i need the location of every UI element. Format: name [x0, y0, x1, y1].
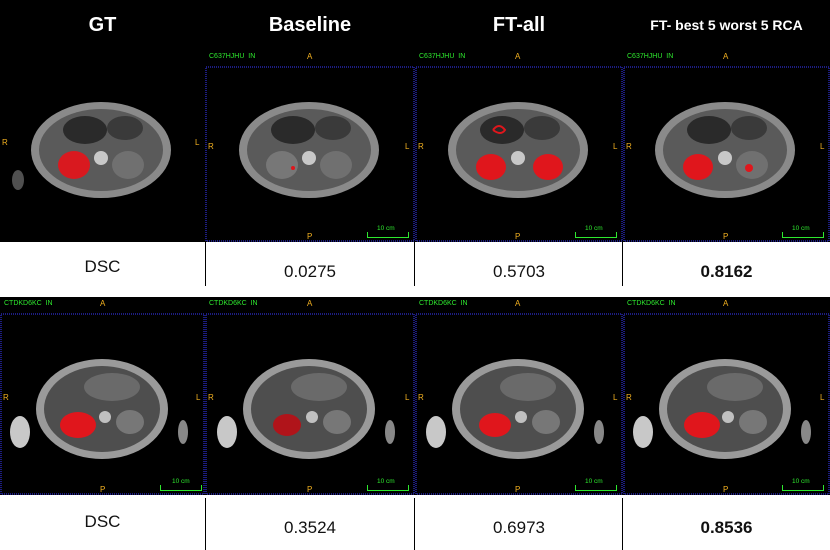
orientation-bottom: P — [515, 232, 521, 241]
mri-slice-image — [205, 66, 415, 242]
mri-panel-row1-baseline: C637HJHU IN A R L P 10 cm — [205, 50, 415, 242]
cell-divider — [205, 242, 206, 286]
header-gt: GT — [88, 14, 117, 36]
orientation-top: A — [515, 52, 521, 61]
scale-ruler — [160, 485, 202, 491]
dsc-value-ft-all: 0.6973 — [493, 518, 545, 537]
mri-panel-row2-baseline: CTDKD6KC IN A R L P 10 cm — [205, 297, 415, 495]
orientation-right: L — [405, 142, 410, 151]
header-ft-best-worst-rca: FT- best 5 worst 5 RCA — [650, 17, 803, 33]
dsc-value-baseline: 0.3524 — [284, 518, 336, 537]
mri-slice-image — [623, 313, 830, 495]
cell-divider — [622, 498, 623, 550]
orientation-left: R — [3, 393, 9, 402]
ruler-label: 10 cm — [585, 478, 603, 485]
orientation-left: R — [418, 142, 424, 151]
scale-ruler — [782, 232, 824, 238]
orientation-right: L — [613, 142, 618, 151]
dsc-value-ft-best-worst-rca: 0.8162 — [700, 262, 753, 281]
ruler-label: 10 cm — [172, 478, 190, 485]
scan-id-label: C637HJHU IN — [419, 53, 466, 60]
scale-ruler — [782, 485, 824, 491]
scan-id-label: C637HJHU IN — [209, 53, 256, 60]
mri-panel-row1-ft-best-worst-rca: C637HJHU IN A R L P 10 cm — [623, 50, 830, 242]
ruler-label: 10 cm — [377, 478, 395, 485]
orientation-bottom: P — [307, 232, 313, 241]
dsc-value-baseline: 0.0275 — [284, 262, 336, 281]
scan-id-label: CTDKD6KC IN — [4, 300, 53, 307]
orientation-right: L — [405, 393, 410, 402]
ruler-label: 10 cm — [792, 225, 810, 232]
orientation-bottom: P — [723, 232, 729, 241]
orientation-top: A — [307, 52, 313, 61]
scale-ruler — [367, 232, 409, 238]
orientation-right: L — [195, 138, 200, 147]
dsc-value-ft-best-worst-rca: 0.8536 — [700, 518, 753, 537]
mri-slice-image — [12, 102, 171, 198]
orientation-left: R — [2, 138, 8, 147]
mri-panel-row1-gt: R L — [0, 50, 205, 242]
scale-ruler — [367, 485, 409, 491]
dsc-row-label: DSC — [84, 512, 121, 531]
orientation-left: R — [208, 142, 214, 151]
mri-slice-image — [623, 66, 830, 242]
cell-divider — [414, 498, 415, 550]
mri-slice-image — [415, 313, 623, 495]
mri-slice-image — [205, 313, 415, 495]
orientation-top: A — [100, 299, 106, 308]
mri-panel-row2-ft-best-worst-rca: CTDKD6KC IN A R L P 10 cm — [623, 297, 830, 495]
scan-id-label: CTDKD6KC IN — [209, 300, 258, 307]
orientation-left: R — [418, 393, 424, 402]
cell-divider — [205, 498, 206, 550]
orientation-right: L — [820, 393, 825, 402]
scale-ruler — [575, 232, 617, 238]
header-band — [0, 0, 830, 50]
dsc-row-label: DSC — [84, 257, 121, 276]
cell-divider — [414, 242, 415, 286]
scale-ruler — [575, 485, 617, 491]
orientation-bottom: P — [307, 485, 313, 494]
scan-id-label: CTDKD6KC IN — [627, 300, 676, 307]
mri-slice-image — [415, 66, 623, 242]
mri-slice-image — [0, 313, 205, 495]
ruler-label: 10 cm — [377, 225, 395, 232]
cell-divider — [622, 242, 623, 286]
header-ft-all: FT-all — [492, 14, 546, 36]
orientation-left: R — [208, 393, 214, 402]
orientation-top: A — [515, 299, 521, 308]
header-baseline: Baseline — [268, 14, 352, 36]
orientation-bottom: P — [515, 485, 521, 494]
orientation-left: R — [626, 142, 632, 151]
scan-id-label: CTDKD6KC IN — [419, 300, 468, 307]
mri-panel-row2-ft-all: CTDKD6KC IN A R L P 10 cm — [415, 297, 623, 495]
orientation-right: L — [613, 393, 618, 402]
orientation-right: L — [820, 142, 825, 151]
ruler-label: 10 cm — [585, 225, 603, 232]
mri-panel-row1-ft-all: C637HJHU IN A R L P 10 cm — [415, 50, 623, 242]
ruler-label: 10 cm — [792, 478, 810, 485]
scan-id-label: C637HJHU IN — [627, 53, 674, 60]
orientation-right: L — [196, 393, 201, 402]
orientation-left: R — [626, 393, 632, 402]
dsc-value-ft-all: 0.5703 — [493, 262, 545, 281]
orientation-top: A — [723, 52, 729, 61]
orientation-bottom: P — [100, 485, 106, 494]
orientation-top: A — [723, 299, 729, 308]
orientation-top: A — [307, 299, 313, 308]
orientation-bottom: P — [723, 485, 729, 494]
mri-panel-row2-gt: CTDKD6KC IN A R L P 10 cm — [0, 297, 205, 495]
